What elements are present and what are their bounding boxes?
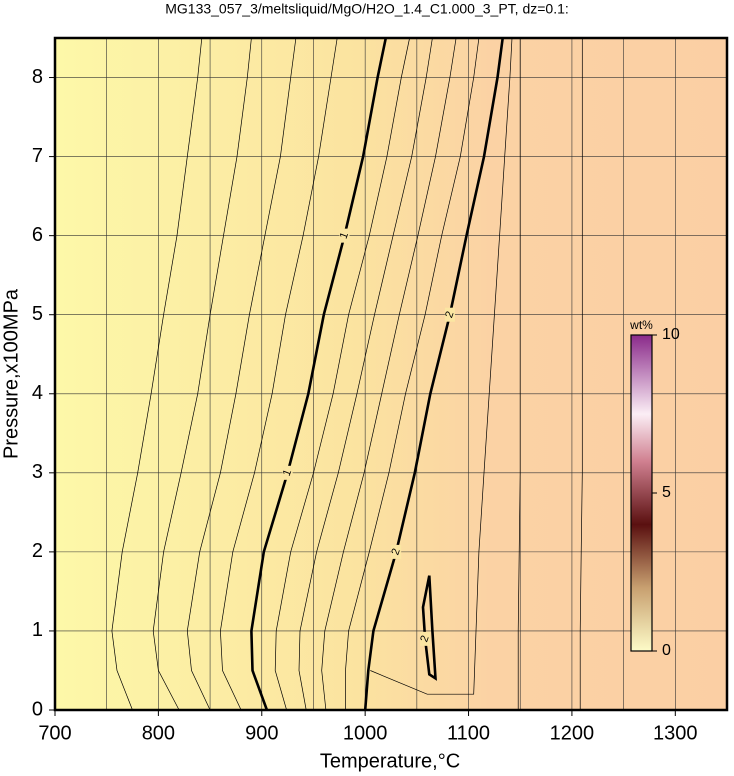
contour-line: [220, 37, 338, 711]
colorbar-tick-label: 10: [662, 326, 680, 343]
contour-label: 2: [443, 310, 456, 320]
contour-line: [517, 38, 521, 710]
contour-line: [250, 37, 388, 711]
x-tick-label: 900: [245, 722, 278, 744]
y-tick-label: 5: [32, 303, 43, 325]
colorbar-label: wt%: [629, 318, 653, 332]
contour-label-bg: [391, 544, 402, 559]
contour-label: 1: [281, 468, 294, 478]
contour-line: [370, 37, 513, 695]
contour-line: [111, 37, 203, 711]
contour-line: [152, 37, 252, 711]
contour-line: [321, 37, 457, 711]
contour-label-bg: [282, 465, 293, 480]
x-tick-label: 700: [38, 722, 71, 744]
y-tick-label: 8: [32, 66, 43, 88]
contour-line: [363, 37, 504, 711]
contour-label: 1: [338, 231, 351, 241]
contour-label: 2: [389, 547, 402, 557]
chart-title: MG133_057_3/meltsliquid/MgO/H2O_1.4_C1.0…: [165, 1, 569, 17]
contour-label-bg: [339, 228, 350, 243]
y-tick-label: 1: [32, 619, 43, 641]
contour-line: [186, 37, 297, 711]
colorbar: [630, 334, 653, 652]
colorbar-tick-label: 5: [662, 484, 671, 501]
contour-label-bg: [420, 631, 431, 646]
x-tick-label: 1100: [447, 722, 490, 744]
contour-label: 2: [418, 634, 431, 644]
contour-label-bg: [444, 307, 455, 322]
x-tick-label: 800: [142, 722, 175, 744]
y-tick-label: 7: [32, 145, 43, 167]
contour-line: [274, 37, 410, 711]
contour-line: [345, 37, 480, 710]
plot-background: [55, 38, 727, 710]
y-tick-label: 6: [32, 224, 43, 246]
y-axis-label: Pressure,x100MPa: [0, 288, 22, 459]
contour-line: [579, 38, 583, 710]
y-tick-label: 0: [32, 698, 43, 720]
plot-frame: [53, 36, 729, 712]
x-tick-label: 1000: [343, 722, 388, 744]
y-tick-label: 3: [32, 461, 43, 483]
colorbar-tick-label: 0: [662, 642, 671, 659]
contour-line: [298, 37, 433, 711]
contour-line: [421, 575, 437, 681]
x-tick-label: 1200: [550, 722, 595, 744]
x-axis-label: Temperature,°C: [320, 750, 460, 772]
y-tick-label: 4: [32, 382, 43, 404]
y-tick-label: 2: [32, 540, 43, 562]
x-tick-label: 1300: [653, 722, 698, 744]
